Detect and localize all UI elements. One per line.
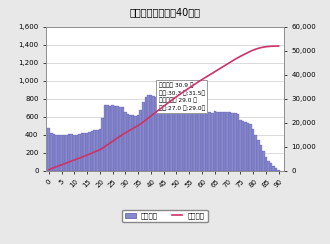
Bar xyxy=(239,120,242,171)
Bar xyxy=(134,116,137,171)
Bar xyxy=(114,106,116,171)
Bar xyxy=(272,166,275,171)
Bar xyxy=(178,103,180,171)
Bar xyxy=(198,109,201,171)
Bar xyxy=(91,131,93,171)
Bar xyxy=(270,163,272,171)
Bar xyxy=(101,118,104,171)
Bar xyxy=(211,113,214,171)
Bar xyxy=(116,106,119,171)
Bar xyxy=(160,99,162,171)
Bar xyxy=(254,135,257,171)
Bar xyxy=(259,145,262,171)
Bar xyxy=(109,106,111,171)
Text: 年齢別人口（昭和40年）: 年齢別人口（昭和40年） xyxy=(129,7,201,17)
Bar xyxy=(48,128,50,171)
Bar xyxy=(185,106,188,171)
Legend: 各年人口, 累積人口: 各年人口, 累積人口 xyxy=(122,210,208,222)
Bar xyxy=(237,114,239,171)
Bar xyxy=(206,112,209,171)
Bar xyxy=(104,105,106,171)
Bar xyxy=(188,106,190,171)
Bar xyxy=(242,121,244,171)
Bar xyxy=(216,112,219,171)
Bar xyxy=(119,107,121,171)
Bar xyxy=(99,129,101,171)
Text: 平均年齢 30.9 歳
（男:30.3 女:31.5）
年齢中位数 29.0 歳
（男:27.0 女:29.0）: 平均年齢 30.9 歳 （男:30.3 女:31.5） 年齢中位数 29.0 歳… xyxy=(159,83,205,111)
Bar xyxy=(86,133,88,171)
Bar xyxy=(60,135,63,171)
Bar xyxy=(252,129,254,171)
Bar xyxy=(81,133,83,171)
Bar xyxy=(193,107,196,171)
Bar xyxy=(132,115,134,171)
Bar xyxy=(145,97,147,171)
Bar xyxy=(127,114,129,171)
Bar xyxy=(96,130,99,171)
Bar xyxy=(267,161,270,171)
Bar xyxy=(155,97,157,171)
Bar xyxy=(175,102,178,171)
Bar xyxy=(124,112,127,171)
Bar xyxy=(219,112,221,171)
Bar xyxy=(203,112,206,171)
Bar xyxy=(196,108,198,171)
Bar xyxy=(183,105,185,171)
Bar xyxy=(52,134,55,171)
Bar xyxy=(224,112,226,171)
Bar xyxy=(142,102,145,171)
Bar xyxy=(180,104,183,171)
Bar xyxy=(150,95,152,171)
Bar xyxy=(63,135,65,171)
Bar xyxy=(140,110,142,171)
Bar xyxy=(78,134,81,171)
Bar xyxy=(58,135,60,171)
Bar xyxy=(121,107,124,171)
Bar xyxy=(129,115,132,171)
Bar xyxy=(265,157,267,171)
Bar xyxy=(147,95,150,171)
Bar xyxy=(83,133,86,171)
Bar xyxy=(73,135,76,171)
Bar xyxy=(93,130,96,171)
Bar xyxy=(50,133,52,171)
Bar xyxy=(244,122,247,171)
Bar xyxy=(165,99,168,171)
Bar xyxy=(71,134,73,171)
Bar xyxy=(137,115,140,171)
Bar xyxy=(76,135,78,171)
Bar xyxy=(88,132,91,171)
Bar xyxy=(201,111,203,171)
Bar xyxy=(275,168,278,171)
Bar xyxy=(173,99,175,171)
Bar xyxy=(231,113,234,171)
Bar xyxy=(221,112,224,171)
Bar xyxy=(157,98,160,171)
Bar xyxy=(257,140,259,171)
Bar xyxy=(170,99,173,171)
Bar xyxy=(55,135,58,171)
Bar xyxy=(209,112,211,171)
Bar xyxy=(229,112,231,171)
Bar xyxy=(65,134,68,171)
Bar xyxy=(168,99,170,171)
Bar xyxy=(68,134,71,171)
Bar xyxy=(247,123,249,171)
Bar xyxy=(234,113,237,171)
Bar xyxy=(162,98,165,171)
Bar xyxy=(226,112,229,171)
Bar xyxy=(152,96,155,171)
Bar xyxy=(190,106,193,171)
Bar xyxy=(106,105,109,171)
Bar xyxy=(214,112,216,171)
Bar xyxy=(249,124,252,171)
Bar xyxy=(262,151,265,171)
Bar xyxy=(278,170,280,171)
Bar xyxy=(111,105,114,171)
